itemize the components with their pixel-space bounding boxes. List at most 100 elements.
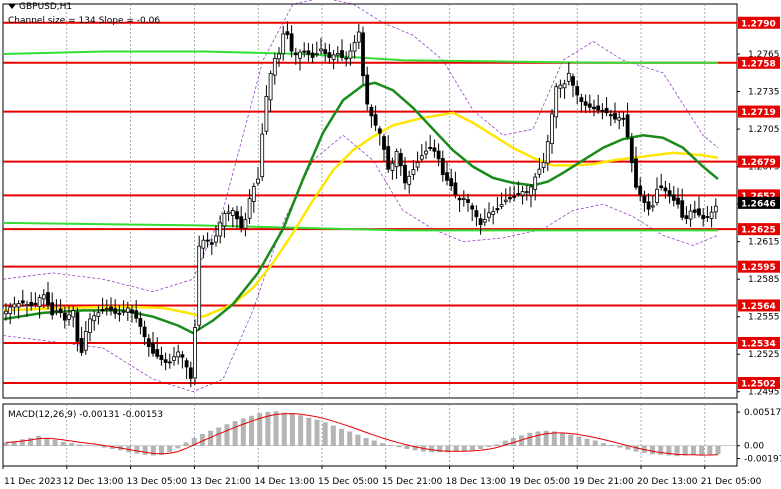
candle-body <box>125 307 130 313</box>
candle-body <box>503 199 508 202</box>
candle-body <box>398 153 403 167</box>
macd-histogram-bar <box>306 417 312 446</box>
candle-body <box>281 33 286 55</box>
candle-body <box>390 162 395 171</box>
macd-histogram-bar <box>158 445 164 455</box>
candle-body <box>176 351 181 358</box>
macd-histogram-bar <box>592 440 598 446</box>
candle-body <box>663 187 668 192</box>
candle-body <box>134 310 139 319</box>
macd-histogram-bar <box>535 431 541 446</box>
candle-body <box>4 310 8 315</box>
macd-histogram-bar <box>609 445 615 446</box>
macd-histogram-bar <box>19 439 25 446</box>
candle-body <box>428 146 433 149</box>
candle-body <box>629 137 634 164</box>
candle-body <box>365 74 370 105</box>
level-label-box <box>738 16 780 29</box>
level-label: 1.2652 <box>741 192 776 202</box>
channel-lower-band <box>2 134 719 393</box>
macd-histogram-bar <box>617 445 623 448</box>
candle-body <box>566 72 571 82</box>
macd-histogram-bar <box>437 445 443 453</box>
candle-body <box>495 208 500 211</box>
level-label: 1.2595 <box>741 263 776 273</box>
candle-body <box>239 216 244 229</box>
candle-body <box>298 51 302 59</box>
macd-histogram-bar <box>699 445 705 456</box>
macd-histogram-bar <box>134 445 140 454</box>
candle-body <box>709 211 714 219</box>
macd-histogram-bar <box>404 445 410 449</box>
candle-body <box>356 31 361 43</box>
candle-body <box>697 208 701 216</box>
candle-body <box>235 211 239 220</box>
level-label: 1.2625 <box>741 226 776 236</box>
candle-body <box>159 354 164 360</box>
candle-body <box>79 337 84 353</box>
macd-histogram-bar <box>347 431 353 446</box>
macd-histogram-bar <box>600 443 606 446</box>
candle-body <box>487 212 491 218</box>
price-axis-label: 1.2705 <box>748 125 780 135</box>
macd-histogram-bar <box>469 445 475 451</box>
candle-body <box>130 309 134 314</box>
candle-body <box>71 310 76 318</box>
candle-body <box>642 196 647 203</box>
macd-histogram-bar <box>257 413 263 446</box>
candle-body <box>352 42 357 52</box>
candle-body <box>251 186 256 202</box>
time-axis-label: 11 Dec 2023 <box>4 477 62 487</box>
candle-body <box>508 197 512 200</box>
macd-histogram-bar <box>429 445 435 453</box>
time-axis-label: 19 Dec 21:00 <box>573 477 634 487</box>
candle-body <box>20 300 25 304</box>
candle-body <box>684 215 689 220</box>
macd-histogram-bar <box>175 445 181 449</box>
macd-histogram-bar <box>224 424 230 446</box>
candle-body <box>12 303 17 308</box>
candle-body <box>100 309 105 312</box>
candle-body <box>260 133 265 178</box>
candle-body <box>29 301 34 307</box>
candle-body <box>562 83 567 89</box>
candle-body <box>104 308 109 310</box>
dropdown-arrow-icon[interactable] <box>8 4 16 9</box>
candle-body <box>37 297 42 308</box>
price-panel-frame <box>2 3 738 399</box>
level-label-box <box>738 155 780 168</box>
macd-histogram-bar <box>249 415 255 446</box>
symbol-text: GBPUSD,H1 <box>19 2 73 12</box>
macd-histogram-bar <box>289 413 295 446</box>
candle-body <box>461 197 466 200</box>
candle-body <box>310 52 315 58</box>
candle-body <box>289 33 294 52</box>
macd-histogram-bar <box>199 434 205 446</box>
macd-histogram-bar <box>216 427 222 446</box>
time-axis-label: 15 Dec 21:00 <box>382 477 443 487</box>
macd-histogram-bar <box>666 445 672 456</box>
candle-body <box>613 112 617 120</box>
candle-body <box>335 53 340 56</box>
candle-body <box>415 162 420 168</box>
candle-body <box>369 106 374 117</box>
candle-body <box>62 312 67 321</box>
macd-axis-label: 0.00 <box>744 442 764 452</box>
lower-green-line <box>2 221 718 232</box>
candle-body <box>482 219 487 223</box>
time-axis-label: 20 Dec 13:00 <box>637 477 698 487</box>
macd-histogram-bar <box>77 444 83 446</box>
candle-body <box>75 312 80 342</box>
macd-histogram-bar <box>68 443 74 446</box>
price-axis-label: 1.2735 <box>748 88 780 98</box>
candle-body <box>113 308 118 314</box>
candle-body <box>146 338 151 347</box>
candle-body <box>277 53 281 60</box>
level-label: 1.2679 <box>741 158 776 168</box>
candle-body <box>117 312 122 315</box>
candle-body <box>25 304 29 307</box>
candle-body <box>306 50 311 55</box>
candle-body <box>499 204 504 207</box>
macd-axis-label: 0.00517 <box>744 408 781 418</box>
